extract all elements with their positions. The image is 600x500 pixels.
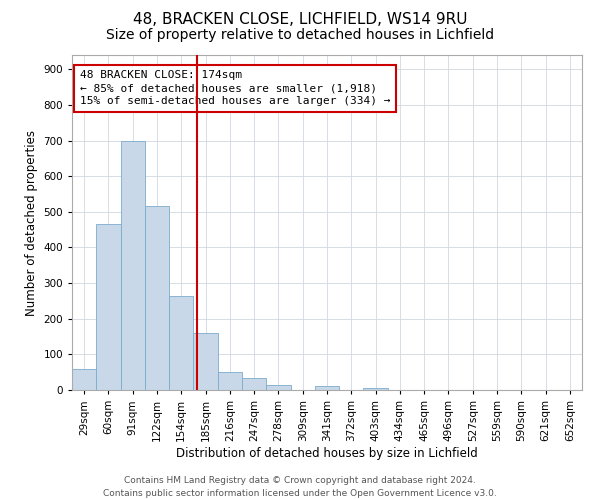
Y-axis label: Number of detached properties: Number of detached properties [25, 130, 38, 316]
Bar [218, 372, 242, 390]
Bar [242, 378, 266, 390]
Bar [266, 384, 290, 390]
Bar [364, 388, 388, 390]
Bar [121, 140, 145, 390]
Text: Size of property relative to detached houses in Lichfield: Size of property relative to detached ho… [106, 28, 494, 42]
Text: 48, BRACKEN CLOSE, LICHFIELD, WS14 9RU: 48, BRACKEN CLOSE, LICHFIELD, WS14 9RU [133, 12, 467, 28]
Bar [96, 224, 121, 390]
Text: 48 BRACKEN CLOSE: 174sqm
← 85% of detached houses are smaller (1,918)
15% of sem: 48 BRACKEN CLOSE: 174sqm ← 85% of detach… [80, 70, 390, 106]
Bar [169, 296, 193, 390]
X-axis label: Distribution of detached houses by size in Lichfield: Distribution of detached houses by size … [176, 446, 478, 460]
Text: Contains HM Land Registry data © Crown copyright and database right 2024.
Contai: Contains HM Land Registry data © Crown c… [103, 476, 497, 498]
Bar [193, 333, 218, 390]
Bar [72, 368, 96, 390]
Bar [315, 386, 339, 390]
Bar [145, 206, 169, 390]
